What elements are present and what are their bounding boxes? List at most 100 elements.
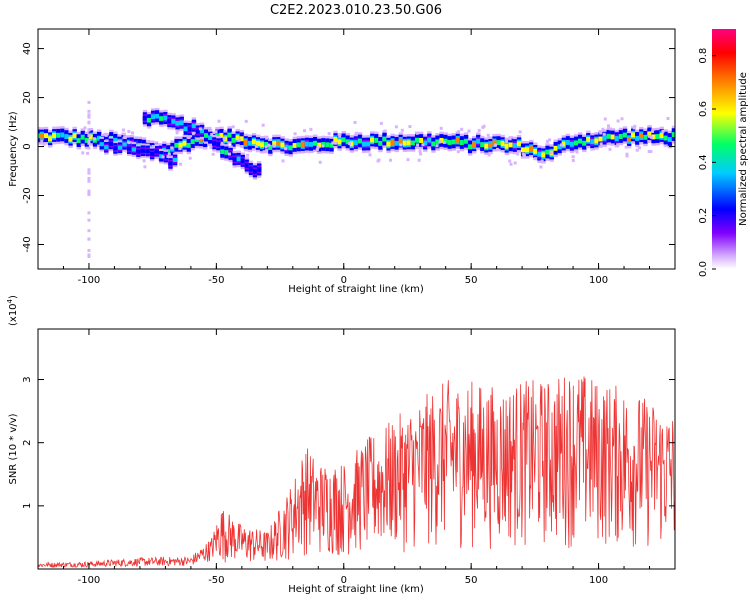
heatmap-cell <box>80 134 86 140</box>
heatmap-cell <box>582 140 587 146</box>
heatmap-cell <box>632 126 636 130</box>
heatmap-cell <box>227 132 232 138</box>
heatmap-cell <box>280 142 285 148</box>
heatmap-cell <box>354 131 358 135</box>
heatmap-cell <box>394 140 399 146</box>
heatmap-cell <box>378 140 383 146</box>
heatmap-cell <box>487 153 491 157</box>
heatmap-cell <box>178 142 183 148</box>
snr-x-tick-label: 100 <box>589 575 608 586</box>
heatmap-cell <box>313 140 318 146</box>
heatmap-cell <box>170 146 174 150</box>
colorbar: 0.0 0.2 0.4 0.6 0.8 Normalized spectral ampl… <box>698 29 749 277</box>
heatmap-x-tick-label: 100 <box>589 275 608 286</box>
heatmap-cell <box>167 152 171 156</box>
heatmap-cell <box>121 128 125 132</box>
heatmap-cell <box>87 179 91 183</box>
heatmap-cell <box>248 166 254 172</box>
heatmap-cell <box>43 133 49 139</box>
heatmap-cell <box>123 135 127 139</box>
heatmap-cell <box>508 159 512 163</box>
heatmap-cell <box>476 138 481 144</box>
heatmap-cell <box>618 134 624 139</box>
heatmap-cell <box>309 127 313 131</box>
heatmap-cell <box>512 143 518 148</box>
heatmap-cell <box>87 254 91 258</box>
heatmap-cell <box>500 141 505 147</box>
heatmap-cell <box>533 148 538 154</box>
heatmap-cell <box>484 143 489 149</box>
heatmap-cell <box>398 138 404 144</box>
heatmap-cell <box>131 147 137 152</box>
heatmap-cell <box>416 143 420 147</box>
heatmap-cell <box>663 135 669 141</box>
heatmap-cell <box>87 248 91 252</box>
heatmap-cell <box>539 165 543 169</box>
heatmap-cell <box>540 159 544 163</box>
heatmap-cell <box>647 131 652 137</box>
heatmap-cell <box>533 157 537 161</box>
heatmap-cell <box>303 129 307 133</box>
heatmap-cell <box>284 147 288 151</box>
heatmap-cell <box>191 123 197 129</box>
heatmap-cell <box>265 136 269 140</box>
heatmap-y-tick-label: -20 <box>22 187 33 203</box>
heatmap-cell <box>399 143 403 147</box>
heatmap-cell <box>366 141 371 147</box>
snr-y-tick-label: 3 <box>22 376 33 382</box>
heatmap-cell <box>389 158 393 162</box>
heatmap-cell <box>87 171 91 175</box>
heatmap-cell <box>616 119 620 123</box>
heatmap-cell <box>235 135 240 141</box>
heatmap-cell <box>505 139 509 143</box>
heatmap-cell <box>209 145 213 149</box>
heatmap-cell <box>635 135 640 141</box>
heatmap-cell <box>127 146 132 151</box>
heatmap-cell <box>48 136 53 142</box>
heatmap-cell <box>334 141 338 145</box>
heatmap-cell <box>594 138 599 144</box>
heatmap-cell <box>104 145 109 150</box>
heatmap-cell <box>494 143 498 147</box>
heatmap-cell <box>171 119 176 124</box>
heatmap-cell <box>83 126 87 130</box>
heatmap-y-label: Frequency (Hz) <box>8 111 19 187</box>
heatmap-x-label: Height of straight line (km) <box>288 284 424 295</box>
heatmap-cell <box>353 120 357 124</box>
heatmap-cell <box>214 130 218 134</box>
colorbar-tick-label: 0.4 <box>698 154 709 170</box>
heatmap-cell <box>647 150 651 154</box>
heatmap-cell <box>186 142 192 148</box>
heatmap-cell <box>136 149 141 154</box>
heatmap-cell <box>549 151 553 155</box>
heatmap-cell <box>96 135 102 141</box>
heatmap-cell <box>569 141 575 147</box>
heatmap-cell <box>260 142 265 148</box>
heatmap-cell <box>616 143 620 147</box>
heatmap-cell <box>292 142 298 148</box>
heatmap-cell <box>252 169 258 174</box>
heatmap-y-tick-label: 0 <box>22 143 33 149</box>
heatmap-cell <box>86 151 90 155</box>
heatmap-cell <box>590 139 595 145</box>
heatmap-cell <box>318 160 322 164</box>
heatmap-cell <box>256 167 262 172</box>
heatmap-cell <box>586 136 591 142</box>
heatmap-cell <box>122 142 127 147</box>
heatmap-cells <box>38 100 675 258</box>
heatmap-cell <box>64 134 69 140</box>
heatmap-cell <box>599 131 603 135</box>
heatmap-cell <box>649 135 653 139</box>
heatmap-cell <box>87 168 91 172</box>
heatmap-cell <box>211 152 215 156</box>
heatmap-cell <box>408 125 412 129</box>
heatmap-cell <box>151 145 155 149</box>
heatmap-cell <box>463 138 469 144</box>
heatmap-cell <box>631 132 636 138</box>
heatmap-cell <box>149 151 155 156</box>
colorbar-tick-label: 0.6 <box>698 101 709 117</box>
snr-x-tick-label: 50 <box>465 575 478 586</box>
heatmap-cell <box>296 142 302 148</box>
heatmap-cell <box>486 133 490 137</box>
heatmap-cell <box>92 137 98 143</box>
